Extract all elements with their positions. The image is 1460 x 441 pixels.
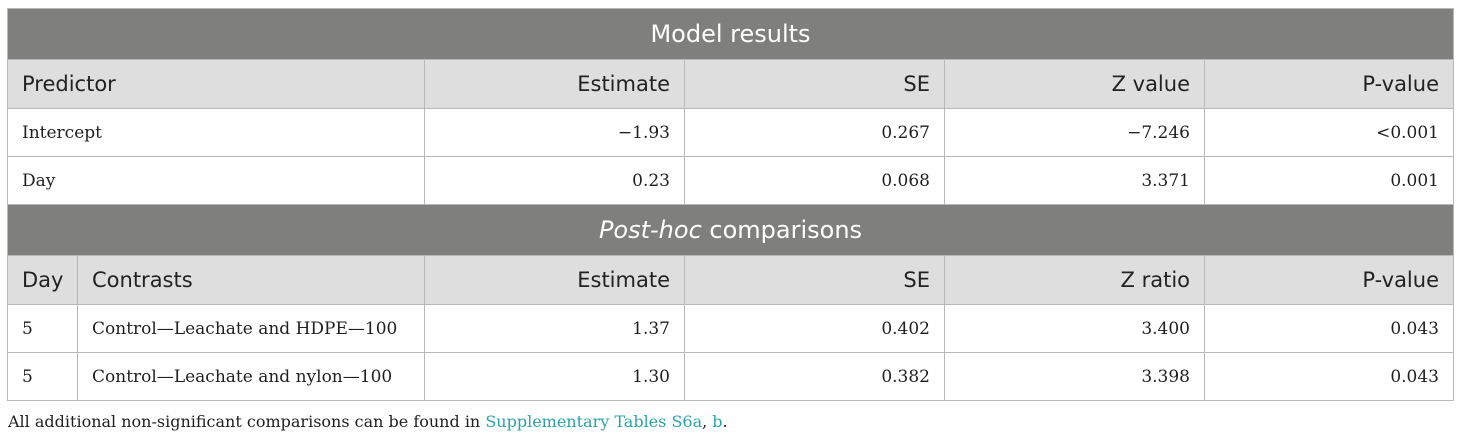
estimate-column-header: Estimate — [424, 255, 685, 305]
posthoc-section-header: Post-hoc comparisons — [7, 204, 1454, 256]
p-value-cell: <0.001 — [1204, 108, 1454, 157]
z-ratio-cell: 3.400 — [944, 304, 1205, 353]
posthoc-title-italic: Post-hoc — [598, 216, 702, 244]
model-results-section-header: Model results — [7, 8, 1454, 60]
day-column-header: Day — [7, 255, 78, 305]
estimate-cell: 1.37 — [424, 304, 685, 353]
table-footnote: All additional non-significant compariso… — [8, 412, 728, 431]
p-value-cell: 0.043 — [1204, 304, 1454, 353]
predictor-cell: Day — [7, 156, 425, 205]
model-results-title: Model results — [7, 8, 1454, 60]
estimate-column-header: Estimate — [424, 59, 685, 109]
se-column-header: SE — [684, 59, 945, 109]
se-cell: 0.382 — [684, 352, 945, 401]
model-column-header-row: Predictor Estimate SE Z value P-value — [7, 59, 1454, 109]
table-row: Day 0.23 0.068 3.371 0.001 — [7, 156, 1454, 205]
day-cell: 5 — [7, 304, 78, 353]
footnote-separator: , — [702, 412, 713, 431]
predictor-cell: Intercept — [7, 108, 425, 157]
predictor-column-header: Predictor — [7, 59, 425, 109]
footnote-end: . — [722, 412, 728, 431]
z-value-cell: 3.371 — [944, 156, 1205, 205]
contrast-cell: Control—Leachate and HDPE—100 — [77, 304, 425, 353]
se-column-header: SE — [684, 255, 945, 305]
results-table: Model results Predictor Estimate SE Z va… — [7, 8, 1454, 401]
z-ratio-column-header: Z ratio — [944, 255, 1205, 305]
se-cell: 0.267 — [684, 108, 945, 157]
posthoc-title-rest: comparisons — [701, 216, 863, 244]
z-value-cell: −7.246 — [944, 108, 1205, 157]
posthoc-column-header-row: Day Contrasts Estimate SE Z ratio P-valu… — [7, 255, 1454, 305]
table-row: 5 Control—Leachate and nylon—100 1.30 0.… — [7, 352, 1454, 401]
supplementary-table-s6a-link[interactable]: Supplementary Tables S6a — [485, 412, 703, 431]
supplementary-table-s6b-link[interactable]: b — [712, 412, 723, 431]
se-cell: 0.402 — [684, 304, 945, 353]
p-value-column-header: P-value — [1204, 59, 1454, 109]
footnote-text: All additional non-significant compariso… — [8, 412, 486, 431]
z-ratio-cell: 3.398 — [944, 352, 1205, 401]
day-cell: 5 — [7, 352, 78, 401]
contrast-cell: Control—Leachate and nylon—100 — [77, 352, 425, 401]
se-cell: 0.068 — [684, 156, 945, 205]
posthoc-title: Post-hoc comparisons — [7, 204, 1454, 256]
estimate-cell: 0.23 — [424, 156, 685, 205]
table-row: Intercept −1.93 0.267 −7.246 <0.001 — [7, 108, 1454, 157]
estimate-cell: −1.93 — [424, 108, 685, 157]
contrasts-column-header: Contrasts — [77, 255, 425, 305]
table-row: 5 Control—Leachate and HDPE—100 1.37 0.4… — [7, 304, 1454, 353]
p-value-cell: 0.043 — [1204, 352, 1454, 401]
z-value-column-header: Z value — [944, 59, 1205, 109]
p-value-column-header: P-value — [1204, 255, 1454, 305]
p-value-cell: 0.001 — [1204, 156, 1454, 205]
estimate-cell: 1.30 — [424, 352, 685, 401]
